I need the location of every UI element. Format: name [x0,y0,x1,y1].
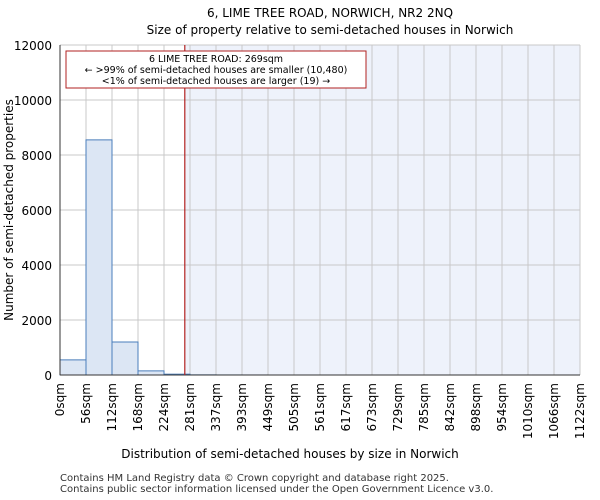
x-tick-label: 1010sqm [521,383,535,439]
annotation-line-1: 6 LIME TREE ROAD: 269sqm [149,54,283,65]
x-tick-label: 617sqm [339,383,353,431]
x-tick-label: 337sqm [209,383,223,431]
histogram-bar [137,370,165,376]
x-tick-label: 393sqm [235,383,249,431]
x-tick-label: 449sqm [261,383,275,431]
y-tick-label: 2000 [21,314,52,328]
histogram-bar [59,359,87,376]
histogram-bar [85,139,113,376]
footer-attribution-1: Contains HM Land Registry data © Crown c… [60,473,449,484]
y-tick-label: 10000 [14,94,52,108]
x-tick-label: 673sqm [365,383,379,431]
x-tick-label: 1122sqm [573,383,587,439]
x-tick-label: 954sqm [495,383,509,431]
y-axis-label: Number of semi-detached properties [2,99,16,321]
annotation-border [65,50,367,89]
x-tick-label: 729sqm [391,383,405,431]
x-tick-label: 56sqm [79,383,93,424]
x-axis-label: Distribution of semi-detached houses by … [121,447,459,461]
x-tick-label: 505sqm [287,383,301,431]
chart-subtitle: Size of property relative to semi-detach… [147,23,514,37]
x-tick-label: 168sqm [131,383,145,431]
x-tick-label: 112sqm [105,383,119,431]
footer-attribution-2: Contains public sector information licen… [60,484,494,495]
x-tick-label: 842sqm [443,383,457,431]
plot-area: 0 2000 4000 6000 8000 10000 12000 0sqm 56sqm 112s… [14,39,587,439]
x-tick-label: 898sqm [469,383,483,431]
x-tick-label: 224sqm [157,383,171,431]
y-tick-label: 6000 [21,204,52,218]
annotation-line-2: ← >99% of semi-detached houses are small… [85,65,348,76]
y-tick-label: 0 [44,369,52,383]
x-tick-label: 1066sqm [547,383,561,439]
annotation-box: 6 LIME TREE ROAD: 269sqm ← >99% of semi-… [65,50,367,89]
x-tick-label: 0sqm [53,383,67,416]
x-tick-label: 561sqm [313,383,327,431]
x-tick-label: 281sqm [183,383,197,431]
chart-title: 6, LIME TREE ROAD, NORWICH, NR2 2NQ [207,6,453,20]
y-tick-label: 12000 [14,39,52,53]
x-tick-label: 785sqm [417,383,431,431]
y-tick-label: 4000 [21,259,52,273]
y-tick-label: 8000 [21,149,52,163]
annotation-line-3: <1% of semi-detached houses are larger (… [102,76,330,87]
histogram-bar [111,341,139,376]
